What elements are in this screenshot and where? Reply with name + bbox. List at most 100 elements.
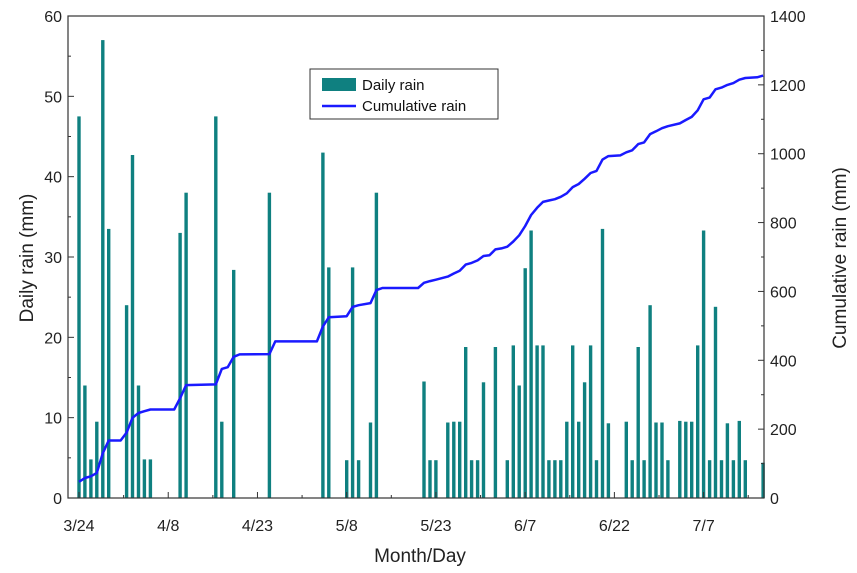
- daily-rain-bar-23: [374, 192, 379, 498]
- daily-rain-bar-32: [475, 460, 480, 498]
- daily-rain-bar-0: [77, 116, 81, 499]
- y-right-tick-label-0: 0: [770, 491, 779, 508]
- legend-label-daily-rain: Daily rain: [362, 77, 425, 94]
- daily-rain-bar-35: [505, 460, 509, 498]
- x-axis-title: Month/Day: [374, 546, 466, 567]
- daily-rain-bar-66: [707, 460, 712, 498]
- daily-rain-bar-50: [594, 460, 599, 498]
- x-tick-label-7: 7/7: [692, 518, 714, 535]
- daily-rain-bar-37: [517, 385, 521, 498]
- x-tick-label-3: 5/8: [336, 518, 358, 535]
- daily-rain-bar-58: [654, 422, 658, 498]
- y-right-tick-label-5: 1000: [770, 147, 806, 164]
- y-left-tick-label-5: 50: [44, 89, 62, 106]
- daily-rain-bar-6: [124, 305, 129, 498]
- daily-rain-bar-64: [696, 345, 700, 498]
- legend-swatch-daily-rain: [322, 78, 356, 91]
- daily-rain-bar-38: [523, 268, 527, 498]
- y-left-tick-label-1: 10: [44, 411, 62, 428]
- daily-rain-bar-15: [232, 269, 236, 498]
- daily-rain-bar-10: [148, 459, 153, 498]
- daily-rain-bar-34: [493, 347, 498, 498]
- daily-rain-bar-62: [684, 421, 688, 498]
- daily-rain-bar-31: [469, 460, 474, 498]
- daily-rain-bar-26: [434, 460, 438, 498]
- x-tick-label-5: 6/7: [514, 518, 536, 535]
- daily-rain-bar-48: [582, 382, 587, 498]
- cumulative-rain-line: [78, 74, 764, 483]
- daily-rain-bar-60: [666, 460, 670, 498]
- legend: Daily rain Cumulative rain: [309, 68, 499, 120]
- y-axis-left-title: Daily rain (mm): [17, 194, 38, 323]
- y-axis-right-title: Cumulative rain (mm): [830, 167, 851, 349]
- daily-rain-bar-67: [713, 306, 718, 498]
- daily-rain-bar-22: [368, 422, 373, 498]
- y-right-tick-label-1: 200: [770, 422, 797, 439]
- daily-rain-bar-29: [458, 421, 462, 498]
- cumulative-rain-line-group: [78, 74, 764, 483]
- daily-rain-bar-19: [345, 460, 349, 498]
- daily-rain-bar-18: [327, 267, 331, 498]
- daily-rain-bar-11: [178, 232, 182, 498]
- daily-rain-bar-5: [107, 228, 111, 498]
- daily-rain-bar-68: [719, 460, 724, 498]
- y-left-tick-label-4: 40: [44, 170, 62, 187]
- axes: 010203040506002004006008001000120014003/…: [44, 9, 805, 535]
- y-right-tick-label-4: 800: [770, 216, 797, 233]
- y-right-tick-label-6: 1200: [770, 78, 806, 95]
- daily-rain-bar-4: [101, 40, 105, 498]
- daily-rain-bar-71: [737, 420, 741, 498]
- daily-rain-bar-56: [642, 460, 646, 498]
- daily-rain-bar-8: [136, 385, 141, 498]
- daily-rain-bar-51: [600, 228, 605, 498]
- legend-label-cumulative-rain: Cumulative rain: [362, 98, 466, 115]
- daily-rain-bar-39: [529, 230, 533, 498]
- daily-rain-bar-20: [350, 267, 355, 498]
- daily-rain-bar-9: [142, 459, 147, 498]
- daily-rain-bar-14: [220, 421, 224, 498]
- daily-rain-bar-44: [559, 460, 563, 498]
- daily-rain-bar-57: [648, 305, 652, 498]
- daily-rain-bars: [77, 40, 765, 499]
- daily-rain-bar-36: [511, 345, 515, 498]
- daily-rain-bar-25: [428, 460, 432, 498]
- y-left-tick-label-3: 30: [44, 250, 62, 267]
- daily-rain-bar-27: [446, 422, 450, 498]
- y-right-tick-label-7: 1400: [770, 9, 806, 26]
- y-right-tick-label-2: 400: [770, 353, 797, 370]
- daily-rain-bar-40: [535, 345, 539, 498]
- daily-rain-bar-30: [464, 347, 468, 498]
- daily-rain-bar-54: [630, 460, 634, 498]
- daily-rain-bar-73: [761, 462, 765, 498]
- legend-box: [309, 68, 499, 120]
- daily-rain-bar-21: [356, 460, 361, 498]
- daily-rain-bar-63: [690, 421, 694, 498]
- daily-rain-bar-43: [553, 460, 557, 498]
- daily-rain-bar-3: [95, 421, 99, 498]
- daily-rain-bar-61: [678, 420, 682, 498]
- x-tick-label-4: 5/23: [420, 518, 451, 535]
- daily-rain-bar-2: [89, 459, 93, 498]
- daily-rain-bar-16: [267, 192, 272, 498]
- daily-rain-bar-53: [624, 421, 628, 498]
- y-left-tick-label-0: 0: [53, 491, 62, 508]
- daily-rain-bar-28: [452, 421, 456, 498]
- daily-rain-bar-47: [577, 421, 581, 498]
- daily-rain-bar-70: [731, 460, 736, 498]
- daily-rain-bar-46: [571, 345, 575, 498]
- x-tick-label-0: 3/24: [63, 518, 94, 535]
- daily-rain-bar-65: [701, 230, 706, 498]
- daily-rain-bar-41: [541, 345, 545, 498]
- daily-rain-bar-52: [606, 423, 611, 498]
- y-left-tick-label-2: 20: [44, 330, 62, 347]
- x-tick-label-2: 4/23: [242, 518, 273, 535]
- daily-rain-bar-45: [565, 421, 569, 498]
- daily-rain-bar-55: [636, 347, 640, 498]
- daily-rain-bar-49: [588, 345, 593, 498]
- daily-rain-bar-33: [481, 382, 486, 498]
- y-right-tick-label-3: 600: [770, 284, 797, 301]
- daily-rain-bar-1: [83, 385, 87, 498]
- daily-rain-bar-12: [184, 192, 188, 498]
- daily-rain-bar-72: [743, 460, 747, 498]
